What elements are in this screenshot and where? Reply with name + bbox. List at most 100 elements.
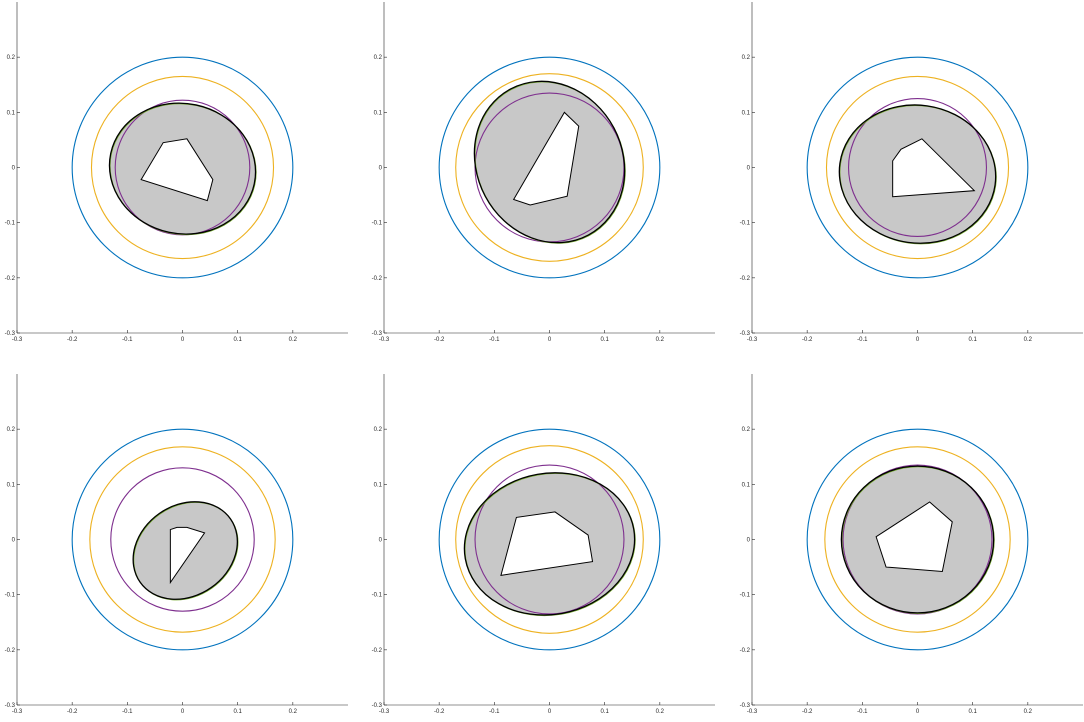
middle-circle-line	[824, 446, 1011, 633]
plot-panel-row-2-col-1: -0.3 -0.2 -0.1 0 0.1 0.2 -0.3 -0.2 -0.1 0 0.1 0.2	[5, 374, 348, 715]
x-tick-label: 0.1	[233, 337, 242, 343]
x-tick-label: 0.2	[289, 709, 298, 715]
y-tick-label: 0.2	[7, 427, 16, 433]
x-tick-label: -0.1	[122, 337, 133, 343]
plot-panel-row-2-col-3: -0.3 -0.2 -0.1 0 0.1 0.2 -0.3 -0.2 -0.1 0 0.1 0.2	[740, 374, 1083, 715]
x-tick-label: 0.1	[600, 709, 609, 715]
y-tick-label: 0.2	[374, 55, 383, 61]
polygon-hole	[140, 138, 214, 202]
black-boundary-line	[840, 465, 995, 614]
plot-panel-row-2-col-2: -0.3 -0.2 -0.1 0 0.1 0.2 -0.3 -0.2 -0.1 0 0.1 0.2	[372, 374, 715, 715]
x-tick-label: 0	[916, 709, 920, 715]
x-tick-label: -0.2	[67, 709, 78, 715]
x-tick-label: 0	[916, 337, 920, 343]
x-tick-label: 0.2	[656, 337, 665, 343]
x-tick-label: 0	[548, 709, 552, 715]
x-tick-label: -0.3	[12, 337, 23, 343]
y-tick-label: -0.1	[5, 221, 16, 227]
outer-circle-line	[71, 428, 294, 651]
y-tick-label: 0	[747, 166, 751, 172]
black-boundary-line	[473, 80, 626, 244]
x-tick-label: -0.1	[489, 337, 500, 343]
outer-circle-line	[438, 56, 661, 279]
y-tick-label: 0	[12, 538, 16, 544]
inner-circle-line	[847, 97, 988, 238]
inner-circle-line	[110, 467, 255, 612]
middle-circle-line	[89, 446, 276, 633]
y-tick-label: -0.2	[372, 648, 383, 654]
y-tick-label: -0.3	[740, 331, 751, 337]
polygon-hole	[512, 111, 580, 206]
x-tick-label: 0	[548, 337, 552, 343]
y-tick-label: 0.2	[742, 55, 751, 61]
plot-panel-row-1-col-1: -0.3 -0.2 -0.1 0 0.1 0.2 -0.3 -0.2 -0.1 0 0.1 0.2	[5, 2, 348, 343]
black-boundary-line	[463, 472, 636, 616]
x-tick-label: -0.1	[122, 709, 133, 715]
x-tick-label: -0.3	[747, 709, 758, 715]
x-tick-label: 0.2	[1024, 337, 1033, 343]
y-tick-label: -0.1	[740, 593, 751, 599]
outer-circle-line	[71, 56, 294, 279]
y-tick-label: 0	[379, 166, 383, 172]
y-tick-label: 0.1	[7, 482, 16, 488]
middle-circle-line	[825, 75, 1010, 260]
x-tick-label: 0	[181, 337, 185, 343]
y-tick-label: 0.2	[374, 427, 383, 433]
y-tick-label: 0.1	[742, 482, 751, 488]
black-boundary-line	[132, 501, 239, 600]
y-tick-label: -0.3	[740, 703, 751, 709]
y-tick-label: -0.2	[5, 276, 16, 282]
polygon-hole	[875, 501, 953, 573]
y-tick-label: -0.3	[5, 331, 16, 337]
y-tick-label: 0.2	[7, 55, 16, 61]
y-tick-label: 0	[747, 538, 751, 544]
x-tick-label: -0.2	[67, 337, 78, 343]
middle-circle-line	[455, 73, 644, 262]
y-tick-label: 0.1	[374, 482, 383, 488]
x-tick-label: 0.1	[968, 709, 977, 715]
black-boundary-line	[108, 102, 257, 235]
black-boundary-line	[838, 104, 997, 244]
y-tick-label: -0.3	[372, 331, 383, 337]
plot-panel-row-1-col-3: -0.3 -0.2 -0.1 0 0.1 0.2 -0.3 -0.2 -0.1 0 0.1 0.2	[740, 2, 1083, 343]
middle-circle-line	[90, 75, 275, 260]
y-tick-label: 0.1	[742, 110, 751, 116]
y-tick-label: -0.2	[372, 276, 383, 282]
outer-circle-line	[806, 56, 1029, 279]
y-tick-label: -0.2	[740, 276, 751, 282]
x-tick-label: 0.2	[656, 709, 665, 715]
x-tick-label: 0	[181, 709, 185, 715]
polygon-hole	[169, 526, 206, 585]
y-tick-label: 0.1	[7, 110, 16, 116]
x-tick-label: -0.1	[857, 709, 868, 715]
x-tick-label: 0.2	[289, 337, 298, 343]
y-tick-label: -0.1	[372, 593, 383, 599]
y-tick-label: -0.2	[5, 648, 16, 654]
x-tick-label: -0.1	[857, 337, 868, 343]
y-tick-label: -0.1	[740, 221, 751, 227]
y-tick-label: 0	[379, 538, 383, 544]
x-tick-label: -0.2	[802, 337, 813, 343]
inner-circle-line	[474, 464, 625, 615]
y-tick-label: 0	[12, 166, 16, 172]
polygon-hole	[500, 511, 594, 576]
x-tick-label: -0.2	[434, 709, 445, 715]
x-tick-label: -0.3	[12, 709, 23, 715]
y-tick-label: 0.1	[374, 110, 383, 116]
outer-circle-line	[438, 428, 661, 651]
x-tick-label: -0.3	[747, 337, 758, 343]
polygon-hole	[892, 138, 976, 198]
x-tick-label: 0.1	[968, 337, 977, 343]
x-tick-label: -0.3	[379, 709, 390, 715]
inner-circle-line	[842, 464, 993, 615]
y-tick-label: -0.3	[372, 703, 383, 709]
x-tick-label: 0.1	[600, 337, 609, 343]
plot-panel-row-1-col-2: -0.3 -0.2 -0.1 0 0.1 0.2 -0.3 -0.2 -0.1 0 0.1 0.2	[372, 2, 715, 343]
x-tick-label: -0.2	[802, 709, 813, 715]
y-tick-label: -0.3	[5, 703, 16, 709]
x-tick-label: -0.2	[434, 337, 445, 343]
x-tick-label: 0.1	[233, 709, 242, 715]
y-tick-label: 0.2	[742, 427, 751, 433]
y-tick-label: -0.1	[5, 593, 16, 599]
